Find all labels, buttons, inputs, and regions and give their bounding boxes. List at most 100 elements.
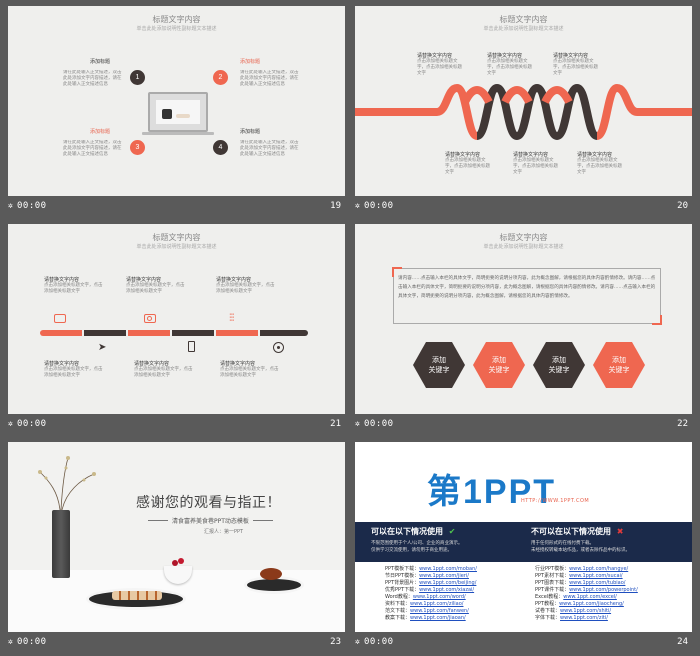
slide-24-canvas[interactable]: 第1PPT HTTP://WWW.1PPT.COM 可以在以下情况使用 ✔ 不可… xyxy=(355,442,692,632)
camera-icon xyxy=(144,314,156,323)
item-label: 添加标题 xyxy=(90,59,111,65)
slide-21-canvas[interactable]: 标题文字内容 单击此处添加说明性副标题文本描述 ➤ ⫶⫶⫶ xyxy=(8,224,345,414)
link[interactable]: www.1ppt.com/word/ xyxy=(412,594,466,600)
slide-timing: 00:00 xyxy=(364,637,394,647)
label-title: 请替换文字内容 xyxy=(445,152,481,158)
slide-number: 20 xyxy=(677,201,688,211)
link-row: PPT素材下载：www.1ppt.com/sucai/ xyxy=(535,573,623,579)
label-text: 点击添加相关标题文字，点击添加相关标题文字 xyxy=(553,59,598,76)
item-label: 添加标题 xyxy=(240,129,261,135)
hex-label-line2: 关键字 xyxy=(548,366,570,374)
link[interactable]: www.1ppt.com/jiaoan/ xyxy=(410,615,466,621)
tagline-row: 清食富养美食巷PPT动态模板 xyxy=(148,516,298,525)
link[interactable]: www.1ppt.com/tubiao/ xyxy=(569,580,626,586)
cannot-use-title: 不可以在以下情况使用 xyxy=(531,527,611,536)
can-note: 仅供学习交流使用，请勿用于商业用途。 xyxy=(371,548,452,553)
hex-label-line1: 添加 xyxy=(552,356,566,364)
label-text: 点击添加相关标题文字，点击添加相关标题文字 xyxy=(417,59,462,76)
slide-23-canvas[interactable]: 感谢您的观看与指正！ 清食富养美食巷PPT动态模板 汇报人：第一PPT xyxy=(8,442,345,632)
label-block: 请替换文字内容 点击添加相关标题文字，点击添加相关标题文字 xyxy=(417,52,465,77)
animation-star-icon[interactable]: ✲ xyxy=(355,637,361,646)
link[interactable]: www.1ppt.com/xiazai/ xyxy=(419,587,475,593)
label-title: 请替换文字内容 xyxy=(134,361,170,367)
slide-footer: ✲ 00:00 24 xyxy=(355,632,692,652)
keyword-hexagon[interactable]: 添加 关键字 xyxy=(593,342,645,388)
tv-icon xyxy=(54,314,66,323)
disc-icon xyxy=(273,342,284,353)
link-row: PPT课件下载：www.1ppt.com/powerpoint/ xyxy=(535,587,638,593)
link[interactable]: www.1ppt.com/ziti/ xyxy=(560,615,608,621)
link-row: PPT教程：www.1ppt.com/jiaocheng/ xyxy=(535,601,624,607)
paper-plane-icon: ➤ xyxy=(98,342,107,353)
slide-19-canvas[interactable]: 标题文字内容 单击此处添加说明性副标题文本描述 1 2 3 4 添加标题 请在此… xyxy=(8,6,345,196)
label-block: 请替换文字内容 点击添加相关标题文字，点击添加相关标题文字 xyxy=(577,151,625,176)
link-list-right: 行业PPT模板：www.1ppt.com/hangye/ PPT素材下载：www… xyxy=(535,566,638,622)
label-title: 请替换文字内容 xyxy=(220,361,256,367)
link-row: 范文下载：www.1ppt.com/fanwen/ xyxy=(385,608,469,614)
label-block: 请替换文字内容 点击添加相关标题文字，点击添加相关标题文字 xyxy=(126,276,186,295)
can-note: 不限范围使用于个人/公司、企业的商业演示。 xyxy=(371,541,463,546)
label-block: 请替换文字内容 点击添加相关标题文字，点击添加相关标题文字 xyxy=(553,52,601,77)
tagline: 清食富养美食巷PPT动态模板 xyxy=(172,518,249,525)
animation-star-icon[interactable]: ✲ xyxy=(355,201,361,210)
link[interactable]: www.1ppt.com/jiaocheng/ xyxy=(559,601,624,607)
slide-timing: 00:00 xyxy=(364,201,394,211)
body-text: 请内容……点击输入本栏的具体文字，简明扼要的说明分项内容，此为概念图解，请根据您… xyxy=(398,276,656,299)
slide-number: 22 xyxy=(677,419,688,429)
slide-thumbnail-20[interactable]: 标题文字内容 单击此处添加说明性副标题文本描述 请替换文字内容 点击添加相关标题… xyxy=(347,0,692,218)
slide-thumbnail-23[interactable]: 感谢您的观看与指正！ 清食富养美食巷PPT动态模板 汇报人：第一PPT ✲ 00:… xyxy=(0,436,345,654)
keyword-hexagon[interactable]: 添加 关键字 xyxy=(413,342,465,388)
hex-label-line1: 添加 xyxy=(612,356,626,364)
label-text: 点击添加相关标题文字，点击添加相关标题文字 xyxy=(445,158,490,175)
slide-number: 19 xyxy=(330,201,341,211)
label-text: 点击添加相关标题文字，点击添加相关标题文字 xyxy=(44,283,103,294)
link-row: PPT图表下载：www.1ppt.com/tubiao/ xyxy=(535,580,626,586)
slide-subtitle: 单击此处添加说明性副标题文本描述 xyxy=(483,26,564,32)
label-text: 点击添加相关标题文字，点击添加相关标题文字 xyxy=(487,59,532,76)
link[interactable]: www.1ppt.com/powerpoint/ xyxy=(569,587,638,593)
thank-you-heading: 感谢您的观看与指正！ xyxy=(136,495,281,511)
link[interactable]: www.1ppt.com/hangye/ xyxy=(569,566,629,572)
animation-star-icon[interactable]: ✲ xyxy=(8,419,14,428)
link[interactable]: www.1ppt.com/shiti/ xyxy=(560,608,612,614)
label-title: 请替换文字内容 xyxy=(126,277,162,283)
food-dish xyxy=(260,568,282,580)
label-block: 请替换文字内容 点击添加相关标题文字，点击添加相关标题文字 xyxy=(487,52,535,77)
keyword-hexagon[interactable]: 添加 关键字 xyxy=(473,342,525,388)
label-block: 请替换文字内容 点击添加相关标题文字，点击添加相关标题文字 xyxy=(44,360,104,379)
label-block: 请替换文字内容 点击添加相关标题文字，点击添加相关标题文字 xyxy=(134,360,194,379)
item-number-badge: 2 xyxy=(213,70,228,85)
keyword-hexagon[interactable]: 添加 关键字 xyxy=(533,342,585,388)
label-text: 点击添加相关标题文字，点击添加相关标题文字 xyxy=(216,283,275,294)
slide-title: 标题文字内容 xyxy=(152,233,201,242)
label-text: 点击添加相关标题文字，点击添加相关标题文字 xyxy=(513,158,558,175)
label-title: 请替换文字内容 xyxy=(216,277,252,283)
link[interactable]: www.1ppt.com/sucai/ xyxy=(569,573,623,579)
slide-20-canvas[interactable]: 标题文字内容 单击此处添加说明性副标题文本描述 请替换文字内容 点击添加相关标题… xyxy=(355,6,692,196)
link[interactable]: www.1ppt.com/moban/ xyxy=(419,566,477,572)
animation-star-icon[interactable]: ✲ xyxy=(355,419,361,428)
slide-timing: 00:00 xyxy=(364,419,394,429)
link[interactable]: www.1ppt.com/excel/ xyxy=(563,594,617,600)
slide-22-canvas[interactable]: 标题文字内容 单击此处添加说明性副标题文本描述 请内容……点击输入本栏的具体文字… xyxy=(355,224,692,414)
slide-thumbnail-21[interactable]: 标题文字内容 单击此处添加说明性副标题文本描述 ➤ ⫶⫶⫶ xyxy=(0,218,345,436)
slide-footer: ✲ 00:00 19 xyxy=(8,196,345,216)
slide-thumbnail-24[interactable]: 第1PPT HTTP://WWW.1PPT.COM 可以在以下情况使用 ✔ 不可… xyxy=(347,436,692,654)
cross-icon: ✖ xyxy=(616,527,624,536)
item-number-badge: 3 xyxy=(130,140,145,155)
slide-thumbnail-19[interactable]: 标题文字内容 单击此处添加说明性副标题文本描述 1 2 3 4 添加标题 请在此… xyxy=(0,0,345,218)
link[interactable]: www.1ppt.com/ziliao/ xyxy=(410,601,464,607)
link[interactable]: www.1ppt.com/jieri/ xyxy=(419,573,469,579)
animation-star-icon[interactable]: ✲ xyxy=(8,201,14,210)
link-row: Word教程：www.1ppt.com/word/ xyxy=(385,594,466,600)
slide-footer: ✲ 00:00 23 xyxy=(8,632,345,652)
slide-subtitle: 单击此处添加说明性副标题文本描述 xyxy=(483,244,564,250)
reporter: 汇报人：第一PPT xyxy=(204,529,244,535)
link[interactable]: www.1ppt.com/fanwen/ xyxy=(410,608,469,614)
animation-star-icon[interactable]: ✲ xyxy=(8,637,14,646)
link-row: 教案下载：www.1ppt.com/jiaoan/ xyxy=(385,615,466,621)
link[interactable]: www.1ppt.com/beijing/ xyxy=(419,580,477,586)
slide-thumbnail-22[interactable]: 标题文字内容 单击此处添加说明性副标题文本描述 请内容……点击输入本栏的具体文字… xyxy=(347,218,692,436)
laptop-base xyxy=(142,132,214,135)
